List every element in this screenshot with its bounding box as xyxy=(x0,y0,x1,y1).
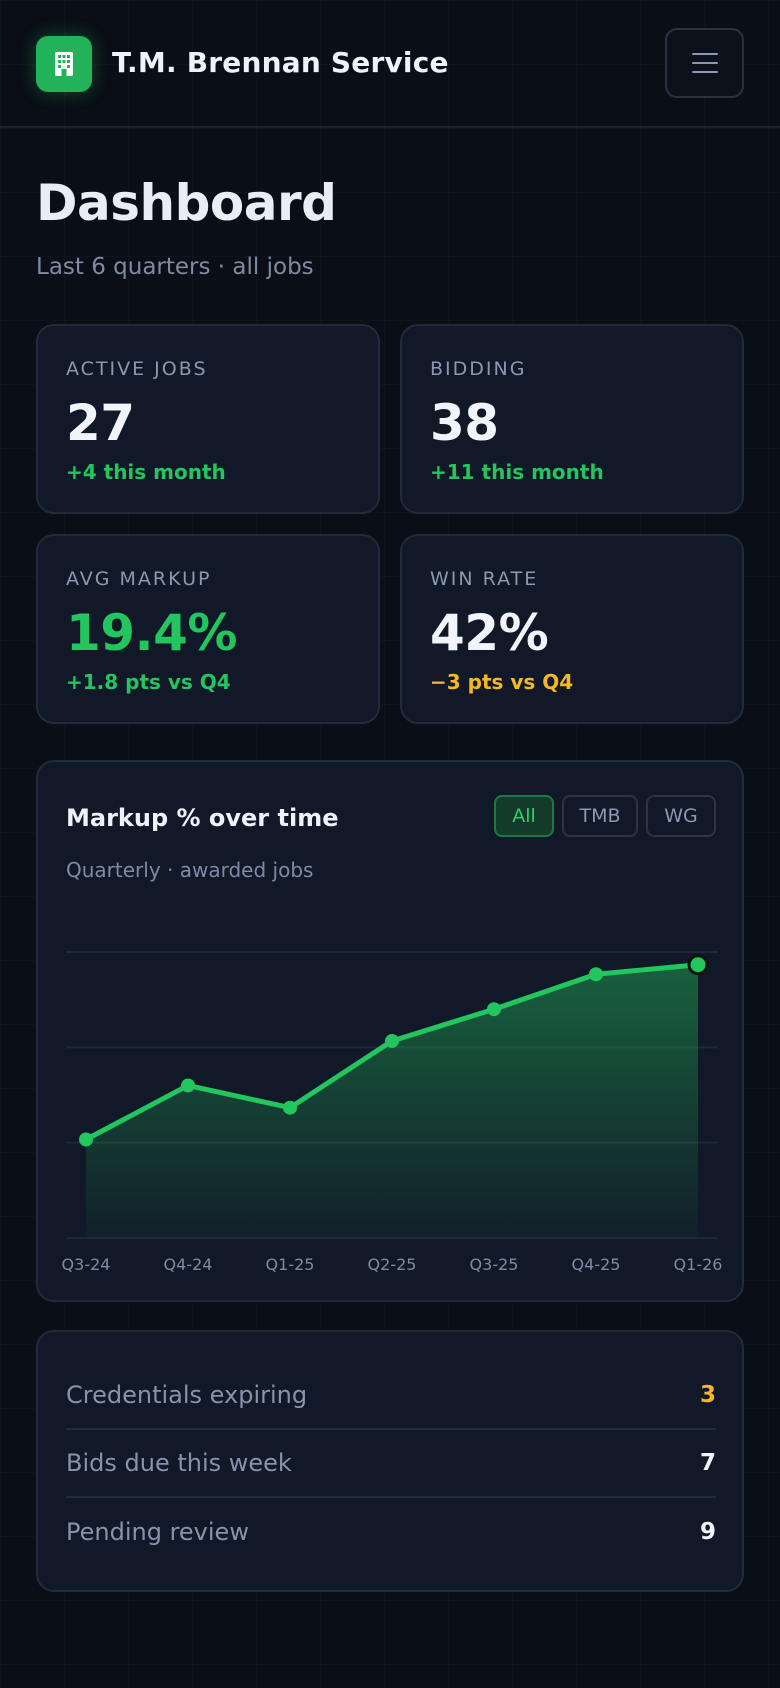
x-tick-label: Q1-25 xyxy=(266,1255,315,1274)
data-point xyxy=(181,1078,195,1093)
row-value: 7 xyxy=(699,1450,716,1476)
list-item[interactable]: Pending review 9 xyxy=(66,1498,716,1566)
stat-delta: +11 this month xyxy=(430,460,604,484)
markup-line-chart: Q3-24 Q4-24 Q1-25 Q2-25 Q3-25 Q4-25 Q1-26 xyxy=(62,951,723,1274)
hamburger-icon xyxy=(691,53,718,73)
data-point xyxy=(385,1033,399,1048)
chart-subtitle: Quarterly · awarded jobs xyxy=(66,858,314,882)
stat-label: ACTIVE JOBS xyxy=(66,358,208,380)
filter-all-button[interactable]: All xyxy=(494,795,554,837)
page-title: Dashboard xyxy=(36,174,337,232)
stat-delta: −3 pts vs Q4 xyxy=(430,670,574,694)
x-tick-label: Q3-25 xyxy=(470,1255,519,1274)
stat-value: 42% xyxy=(430,604,549,662)
building-icon[interactable] xyxy=(36,36,92,92)
top-bar: T.M. Brennan Service xyxy=(0,0,780,128)
menu-button[interactable] xyxy=(665,28,744,98)
stat-card-win-rate[interactable]: WIN RATE 42% −3 pts vs Q4 xyxy=(400,534,744,724)
x-tick-label: Q1-26 xyxy=(674,1255,723,1274)
x-tick-label: Q2-25 xyxy=(368,1255,417,1274)
filter-tmb-button[interactable]: TMB xyxy=(562,795,638,837)
brand-name: T.M. Brennan Service xyxy=(112,46,449,79)
stat-value: 27 xyxy=(66,394,135,452)
row-label: Pending review xyxy=(66,1518,249,1546)
filter-wg-button[interactable]: WG xyxy=(646,795,716,837)
chart-title: Markup % over time xyxy=(66,804,339,832)
summary-card: Credentials expiring 3 Bids due this wee… xyxy=(36,1330,744,1592)
list-item[interactable]: Credentials expiring 3 xyxy=(66,1362,716,1430)
stat-value: 19.4% xyxy=(66,604,237,662)
x-tick-label: Q4-25 xyxy=(572,1255,621,1274)
x-tick-label: Q3-24 xyxy=(62,1255,111,1274)
data-point xyxy=(283,1100,297,1115)
stat-delta: +4 this month xyxy=(66,460,226,484)
stat-value: 38 xyxy=(430,394,499,452)
data-point xyxy=(79,1132,93,1147)
page-subtitle: Last 6 quarters · all jobs xyxy=(36,254,314,280)
stat-label: AVG MARKUP xyxy=(66,568,212,590)
data-point xyxy=(589,967,603,982)
row-value: 9 xyxy=(699,1519,716,1545)
series-area xyxy=(86,964,698,1238)
list-item[interactable]: Bids due this week 7 xyxy=(66,1430,716,1498)
stat-card-bidding[interactable]: BIDDING 38 +11 this month xyxy=(400,324,744,514)
row-label: Bids due this week xyxy=(66,1449,292,1477)
row-label: Credentials expiring xyxy=(66,1381,308,1409)
stat-card-avg-markup[interactable]: AVG MARKUP 19.4% +1.8 pts vs Q4 xyxy=(36,534,380,724)
stat-card-active-jobs[interactable]: ACTIVE JOBS 27 +4 this month xyxy=(36,324,380,514)
row-value: 3 xyxy=(699,1382,716,1408)
data-point xyxy=(487,1002,501,1017)
x-tick-label: Q4-24 xyxy=(164,1255,213,1274)
markup-chart-card: Markup % over time Quarterly · awarded j… xyxy=(36,760,744,1302)
data-point xyxy=(687,954,709,976)
stat-label: BIDDING xyxy=(430,358,527,380)
stat-label: WIN RATE xyxy=(430,568,539,590)
stat-delta: +1.8 pts vs Q4 xyxy=(66,670,231,694)
